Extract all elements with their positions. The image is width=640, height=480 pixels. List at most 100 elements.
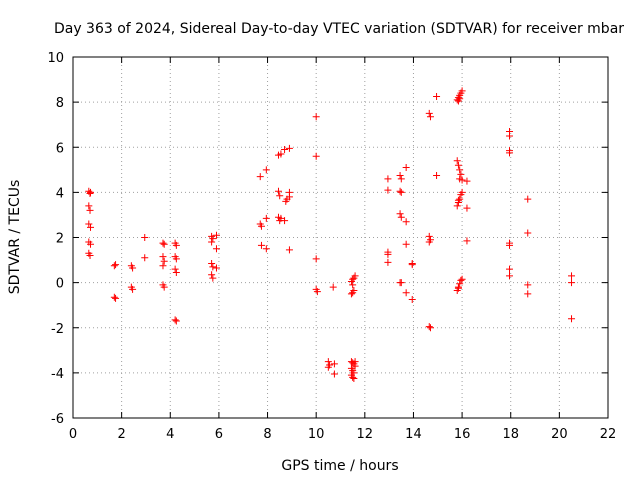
data-point bbox=[172, 255, 180, 263]
data-point bbox=[172, 317, 180, 325]
data-point bbox=[506, 272, 514, 280]
data-point bbox=[506, 265, 514, 273]
data-point bbox=[402, 164, 410, 172]
data-point bbox=[285, 246, 293, 254]
data-point bbox=[86, 206, 94, 214]
data-point bbox=[457, 170, 465, 178]
data-point bbox=[85, 220, 93, 228]
data-point bbox=[568, 315, 576, 323]
data-point bbox=[110, 262, 118, 270]
data-point bbox=[262, 245, 270, 253]
data-point bbox=[86, 252, 94, 260]
data-point bbox=[112, 261, 120, 269]
data-point bbox=[396, 187, 404, 195]
data-point bbox=[313, 288, 321, 296]
x-tick-label: 0 bbox=[69, 427, 77, 442]
x-tick-label: 2 bbox=[117, 427, 125, 442]
data-point bbox=[324, 363, 332, 371]
x-tick-label: 22 bbox=[600, 427, 617, 442]
data-point bbox=[159, 262, 167, 270]
data-point bbox=[208, 259, 216, 267]
y-axis-ticks: -6 -4 -2 0 2 4 6 8 10 bbox=[47, 51, 608, 427]
x-tick-label: 10 bbox=[308, 427, 325, 442]
data-point bbox=[408, 261, 416, 269]
data-point bbox=[208, 238, 216, 246]
data-point bbox=[349, 373, 357, 381]
data-point bbox=[425, 323, 433, 331]
data-point bbox=[129, 264, 137, 272]
data-point bbox=[172, 268, 180, 276]
data-point bbox=[454, 161, 462, 169]
data-point bbox=[209, 274, 217, 282]
data-point bbox=[160, 257, 168, 265]
data-point bbox=[209, 263, 217, 271]
data-point bbox=[262, 166, 270, 174]
data-point bbox=[397, 213, 405, 221]
y-tick-label: 0 bbox=[56, 277, 64, 292]
data-point bbox=[396, 210, 404, 218]
data-point bbox=[312, 113, 320, 121]
data-point bbox=[453, 157, 461, 165]
data-point bbox=[506, 241, 514, 249]
grid bbox=[73, 57, 608, 418]
data-point bbox=[212, 264, 220, 272]
data-point bbox=[384, 186, 392, 194]
y-tick-label: -4 bbox=[51, 367, 64, 382]
y-tick-label: 10 bbox=[47, 51, 64, 66]
data-point bbox=[396, 171, 404, 179]
data-point bbox=[524, 290, 532, 298]
data-point bbox=[281, 146, 289, 154]
x-tick-label: 12 bbox=[357, 427, 374, 442]
data-point bbox=[330, 360, 338, 368]
y-axis-label: SDTVAR / TECUs bbox=[7, 180, 23, 295]
data-point bbox=[276, 192, 284, 200]
data-point bbox=[212, 245, 220, 253]
data-point bbox=[568, 279, 576, 287]
data-point bbox=[425, 109, 433, 117]
data-point bbox=[112, 294, 120, 302]
data-point bbox=[506, 132, 514, 140]
data-point bbox=[458, 176, 466, 184]
x-axis-ticks: 0 2 4 6 8 10 12 14 16 18 20 22 bbox=[69, 57, 616, 442]
data-point bbox=[171, 265, 179, 273]
data-point bbox=[456, 95, 464, 103]
data-point bbox=[456, 195, 464, 203]
x-tick-label: 14 bbox=[405, 427, 422, 442]
data-point bbox=[160, 240, 168, 248]
data-point bbox=[349, 281, 357, 289]
y-tick-label: 8 bbox=[56, 96, 64, 111]
data-point bbox=[256, 173, 264, 181]
data-point bbox=[454, 196, 462, 204]
x-axis-label: GPS time / hours bbox=[281, 458, 398, 474]
data-point bbox=[160, 283, 168, 291]
data-point bbox=[285, 188, 293, 196]
data-point bbox=[408, 296, 416, 304]
x-tick-label: 8 bbox=[263, 427, 271, 442]
data-point bbox=[212, 231, 220, 239]
y-tick-label: 6 bbox=[56, 141, 64, 156]
data-point bbox=[159, 239, 167, 247]
data-point bbox=[463, 204, 471, 212]
data-point bbox=[426, 324, 434, 332]
y-tick-label: -2 bbox=[51, 322, 64, 337]
data-point bbox=[433, 171, 441, 179]
data-point bbox=[277, 214, 285, 222]
data-point bbox=[172, 241, 180, 249]
data-point bbox=[463, 177, 471, 185]
data-point bbox=[397, 279, 405, 287]
x-tick-label: 4 bbox=[166, 427, 174, 442]
x-tick-label: 6 bbox=[215, 427, 223, 442]
data-point bbox=[458, 188, 466, 196]
data-point bbox=[208, 271, 216, 279]
data-point bbox=[425, 238, 433, 246]
x-tick-label: 16 bbox=[454, 427, 471, 442]
data-point bbox=[457, 276, 465, 284]
data-point bbox=[384, 250, 392, 258]
x-tick-label: 20 bbox=[551, 427, 568, 442]
data-point bbox=[141, 254, 149, 262]
data-point bbox=[87, 223, 95, 231]
data-point bbox=[87, 240, 95, 248]
data-point bbox=[209, 235, 217, 243]
data-point bbox=[402, 240, 410, 248]
data-point bbox=[277, 150, 285, 158]
